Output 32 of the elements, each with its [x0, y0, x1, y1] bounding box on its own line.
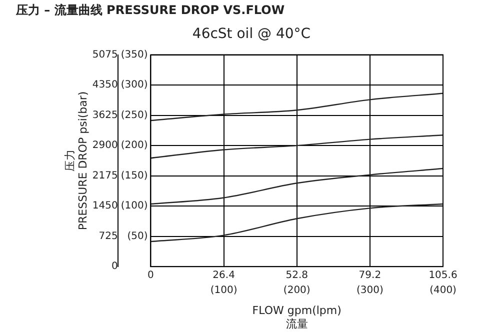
y2-tick-label: (350): [120, 49, 148, 60]
line-series: [150, 134, 443, 159]
x-tick-label: 52.8: [286, 270, 308, 282]
x-tick-label: 79.2: [358, 270, 382, 282]
y-tick-label: 3625: [92, 110, 118, 121]
x-axis-title: FLOW gpm(lpm) 流量: [252, 304, 342, 330]
y-tick-label: 2900: [92, 140, 118, 152]
y2-tick-label: (100): [120, 200, 148, 212]
line-series: [150, 168, 443, 205]
chart-subtitle: 46cSt oil @ 40°C: [192, 26, 311, 42]
y-axis-title: 压力 PRESSURE DROP psi(bar): [63, 91, 90, 230]
line-series: [150, 203, 443, 242]
x2-tick-label: (300): [356, 285, 384, 296]
x-tick-label: 0: [148, 270, 154, 282]
chart-title: 压力 – 流量曲线 PRESSURE DROP VS.FLOW: [16, 2, 285, 19]
x-tick-label: 105.6: [428, 270, 458, 282]
y2-tick-label: (300): [120, 80, 148, 91]
y2-tick-label: (50): [127, 230, 148, 242]
y-tick-label: 4350: [92, 80, 118, 91]
y2-tick-label: (150): [120, 170, 148, 182]
y-tick-label: 5075: [92, 49, 118, 60]
x2-tick-label: (400): [430, 285, 457, 296]
x-tick-label: 26.4: [212, 270, 235, 282]
y-tick-label: 2175: [92, 170, 118, 182]
y-tick-label: 1450: [92, 200, 118, 212]
y-tick-label: 0: [111, 261, 118, 272]
x2-tick-label: (200): [283, 285, 310, 296]
y2-tick-label: (250): [120, 110, 148, 121]
y2-tick-label: (200): [120, 140, 148, 152]
x2-tick-label: (100): [210, 285, 238, 296]
y-tick-label: 725: [98, 230, 118, 242]
line-series: [150, 92, 443, 122]
